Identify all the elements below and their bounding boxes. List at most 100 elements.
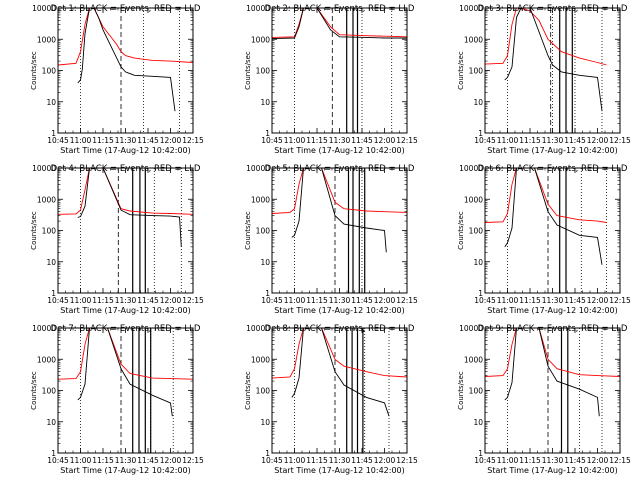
x-tick-label: 10:45 bbox=[47, 296, 69, 305]
y-tick-label: 10 bbox=[473, 258, 483, 267]
y-tick-label: 10000 bbox=[32, 4, 56, 13]
x-axis-label: Start Time (17-Aug-12 10:42:00) bbox=[274, 306, 405, 315]
panel-data bbox=[485, 168, 607, 265]
lld-series-line bbox=[272, 8, 407, 38]
panel-det-3: Det 3: BLACK = Events, RED = LLD11010010… bbox=[457, 4, 631, 155]
x-tick-label: 11:45 bbox=[137, 296, 159, 305]
x-tick-label: 12:00 bbox=[587, 296, 609, 305]
y-tick-label: 100 bbox=[469, 227, 484, 236]
x-axis-label: Start Time (17-Aug-12 10:42:00) bbox=[274, 466, 405, 475]
y-tick-label: 100 bbox=[469, 387, 484, 396]
x-tick-label: 11:45 bbox=[137, 136, 159, 145]
y-tick-label: 1000 bbox=[251, 355, 270, 364]
x-tick-label: 11:00 bbox=[497, 296, 519, 305]
y-tick-label: 100 bbox=[256, 387, 271, 396]
y-tick-label: 1000 bbox=[37, 355, 56, 364]
x-tick-label: 11:00 bbox=[497, 456, 519, 465]
x-tick-label: 11:30 bbox=[542, 296, 564, 305]
panel-det-1: Det 1: BLACK = Events, RED = LLD11010010… bbox=[30, 4, 204, 155]
events-series-line bbox=[504, 328, 600, 417]
x-tick-label: 11:30 bbox=[329, 296, 351, 305]
x-tick-label: 11:30 bbox=[115, 136, 137, 145]
y-tick-label: 1 bbox=[51, 449, 56, 458]
y-tick-label: 10 bbox=[473, 418, 483, 427]
x-tick-label: 11:45 bbox=[564, 456, 586, 465]
panel-data bbox=[58, 168, 193, 247]
x-tick-label: 11:00 bbox=[497, 136, 519, 145]
x-tick-label: 11:00 bbox=[70, 296, 92, 305]
events-series-line bbox=[77, 328, 173, 417]
y-tick-label: 1000 bbox=[251, 195, 270, 204]
y-tick-label: 10000 bbox=[459, 4, 483, 13]
lld-series-line bbox=[272, 328, 407, 379]
lld-series-line bbox=[485, 328, 620, 377]
panel-frame bbox=[484, 327, 621, 454]
x-tick-label: 11:30 bbox=[542, 456, 564, 465]
x-axis-label: Start Time (17-Aug-12 10:42:00) bbox=[274, 146, 405, 155]
panel-det-4: Det 4: BLACK = Events, RED = LLD11010010… bbox=[30, 164, 204, 315]
x-tick-label: 12:15 bbox=[182, 456, 204, 465]
y-tick-label: 10 bbox=[260, 258, 270, 267]
x-tick-label: 11:15 bbox=[519, 456, 541, 465]
events-series-line bbox=[504, 168, 603, 265]
y-axis-label: Counts/sec bbox=[244, 371, 252, 410]
x-tick-label: 12:00 bbox=[374, 296, 396, 305]
panel-det-7: Det 7: BLACK = Events, RED = LLD11010010… bbox=[30, 324, 204, 475]
x-tick-label: 11:00 bbox=[284, 136, 306, 145]
y-tick-label: 100 bbox=[42, 67, 57, 76]
y-axis-label: Counts/sec bbox=[457, 371, 465, 410]
panel-data bbox=[272, 328, 407, 417]
events-series-line bbox=[77, 8, 176, 112]
y-tick-label: 1 bbox=[265, 289, 270, 298]
x-tick-label: 12:00 bbox=[160, 136, 182, 145]
y-tick-label: 1 bbox=[478, 129, 483, 138]
x-tick-label: 11:45 bbox=[564, 296, 586, 305]
x-tick-label: 12:15 bbox=[396, 296, 418, 305]
panel-frame bbox=[484, 167, 621, 294]
y-tick-label: 1000 bbox=[464, 195, 483, 204]
y-tick-label: 1000 bbox=[464, 355, 483, 364]
x-tick-label: 10:45 bbox=[47, 136, 69, 145]
y-tick-label: 1 bbox=[51, 129, 56, 138]
lld-series-line bbox=[272, 168, 407, 214]
x-tick-label: 10:45 bbox=[47, 456, 69, 465]
y-axis-label: Counts/sec bbox=[244, 51, 252, 90]
lld-series-line bbox=[485, 8, 607, 66]
y-tick-label: 10 bbox=[46, 418, 56, 427]
panel-frame bbox=[57, 7, 194, 134]
y-axis-label: Counts/sec bbox=[244, 211, 252, 250]
x-axis-label: Start Time (17-Aug-12 10:42:00) bbox=[60, 306, 191, 315]
y-axis-label: Counts/sec bbox=[457, 51, 465, 90]
y-axis-label: Counts/sec bbox=[30, 371, 38, 410]
y-tick-label: 1000 bbox=[37, 35, 56, 44]
x-tick-label: 11:15 bbox=[306, 456, 328, 465]
panel-data bbox=[485, 328, 620, 417]
events-series-line bbox=[291, 328, 390, 417]
x-tick-label: 11:30 bbox=[542, 136, 564, 145]
x-tick-label: 11:30 bbox=[115, 456, 137, 465]
x-tick-label: 12:15 bbox=[182, 296, 204, 305]
y-tick-label: 10000 bbox=[246, 324, 270, 333]
y-tick-label: 10000 bbox=[32, 164, 56, 173]
y-tick-label: 10 bbox=[46, 258, 56, 267]
x-tick-label: 11:00 bbox=[284, 456, 306, 465]
x-tick-label: 11:30 bbox=[115, 296, 137, 305]
panel-data bbox=[272, 168, 407, 253]
y-tick-label: 10000 bbox=[246, 4, 270, 13]
panel-det-8: Det 8: BLACK = Events, RED = LLD11010010… bbox=[244, 324, 418, 475]
y-tick-label: 1 bbox=[478, 449, 483, 458]
y-tick-label: 100 bbox=[42, 227, 57, 236]
x-tick-label: 10:45 bbox=[261, 456, 283, 465]
x-tick-label: 11:00 bbox=[70, 456, 92, 465]
y-tick-label: 1000 bbox=[464, 35, 483, 44]
x-tick-label: 11:15 bbox=[519, 296, 541, 305]
y-tick-label: 10 bbox=[260, 418, 270, 427]
panel-frame bbox=[271, 7, 408, 134]
panel-frame bbox=[57, 327, 194, 454]
y-axis-label: Counts/sec bbox=[457, 211, 465, 250]
x-axis-label: Start Time (17-Aug-12 10:42:00) bbox=[60, 146, 191, 155]
x-tick-label: 12:15 bbox=[609, 136, 631, 145]
events-series-line bbox=[504, 8, 603, 112]
x-tick-label: 11:15 bbox=[306, 296, 328, 305]
